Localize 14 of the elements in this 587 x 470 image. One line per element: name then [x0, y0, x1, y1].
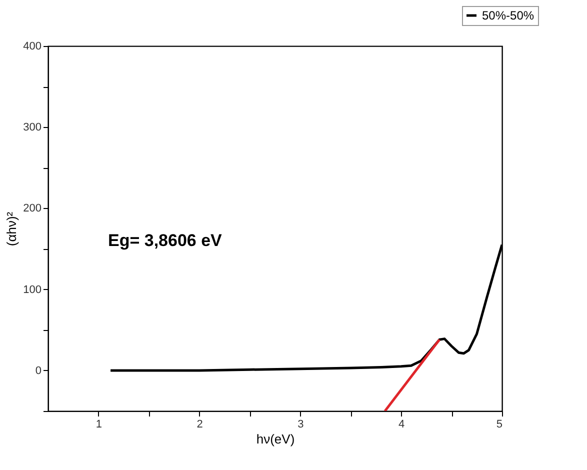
annotation: Eg= 3,8606 eV [108, 231, 223, 250]
x-tick-label: 4 [398, 418, 405, 430]
y-tick-label: 400 [23, 40, 42, 52]
y-axis-title: (αhν)² [4, 211, 20, 246]
y-tick-label: 100 [23, 284, 42, 296]
x-tick-label: 1 [96, 418, 102, 430]
x-axis-title: hν(eV) [256, 432, 295, 446]
x-tick-label: 3 [298, 418, 304, 430]
legend-label: 50%-50% [482, 8, 534, 22]
y-tick-label: 200 [23, 202, 42, 215]
y-tick-label: 300 [23, 122, 42, 134]
x-tick-label: 2 [196, 418, 203, 430]
y-tick-label: 0 [35, 364, 42, 377]
x-tick-label: 5 [496, 418, 502, 430]
